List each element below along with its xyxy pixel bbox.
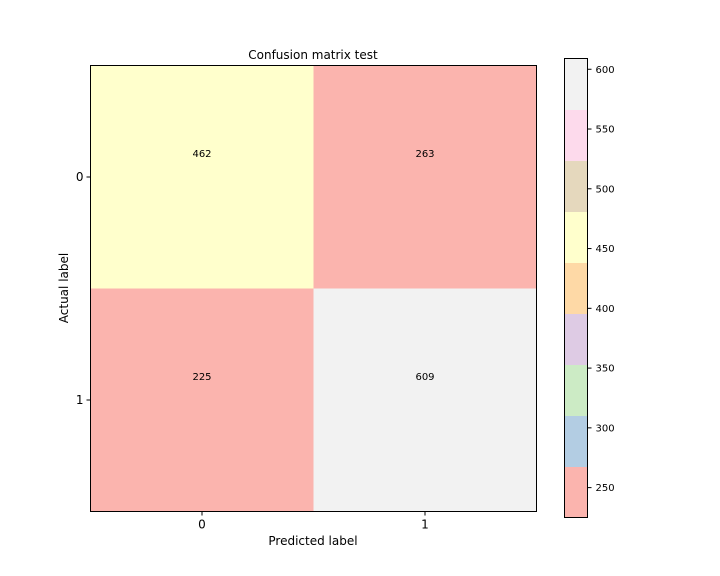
cell-value-label: 263: [415, 149, 434, 160]
colorbar-segment: [564, 466, 588, 518]
colorbar: [564, 58, 588, 518]
cell-value-label: 225: [192, 372, 211, 383]
colorbar-segment: [564, 415, 588, 467]
heatmap-cell: [313, 65, 537, 289]
colorbar-segment: [564, 364, 588, 416]
colorbar-tick-label: 550: [596, 125, 615, 136]
colorbar-segment: [564, 109, 588, 161]
colorbar-ticks: 250 300 350 400 450 500 550 600: [587, 65, 615, 494]
colorbar-segment: [564, 160, 588, 212]
plot-frame: [90, 65, 537, 512]
cell-value-label: 462: [192, 149, 211, 160]
colorbar-tick-label: 500: [596, 184, 615, 195]
heatmap-cell: [90, 288, 314, 512]
chart-title: Confusion matrix test: [248, 48, 378, 62]
colorbar-segment: [564, 58, 588, 110]
cell-value-label: 609: [415, 372, 434, 383]
x-tick-label: 1: [421, 518, 429, 532]
y-tick-label: 1: [76, 393, 84, 407]
colorbar-segment: [564, 313, 588, 365]
colorbar-tick-label: 400: [596, 304, 615, 315]
y-tick-label: 0: [76, 170, 84, 184]
heatmap-cell: [313, 288, 537, 512]
colorbar-frame: [564, 58, 588, 518]
colorbar-tick-label: 300: [596, 423, 615, 434]
y-axis-label: Actual label: [57, 253, 71, 323]
colorbar-tick-label: 350: [596, 364, 615, 375]
colorbar-tick-label: 600: [596, 65, 615, 76]
heatmap-cell: [90, 65, 314, 289]
y-axis-ticks: 01: [76, 170, 91, 407]
colorbar-tick-label: 450: [596, 244, 615, 255]
colorbar-segment: [564, 262, 588, 314]
heatmap-cells: [90, 65, 537, 512]
colorbar-tick-label: 250: [596, 483, 615, 494]
x-tick-label: 0: [198, 518, 206, 532]
colorbar-segment: [564, 211, 588, 263]
cell-value-labels: 462 263 225 609: [192, 149, 434, 383]
x-axis-label: Predicted label: [268, 534, 357, 548]
